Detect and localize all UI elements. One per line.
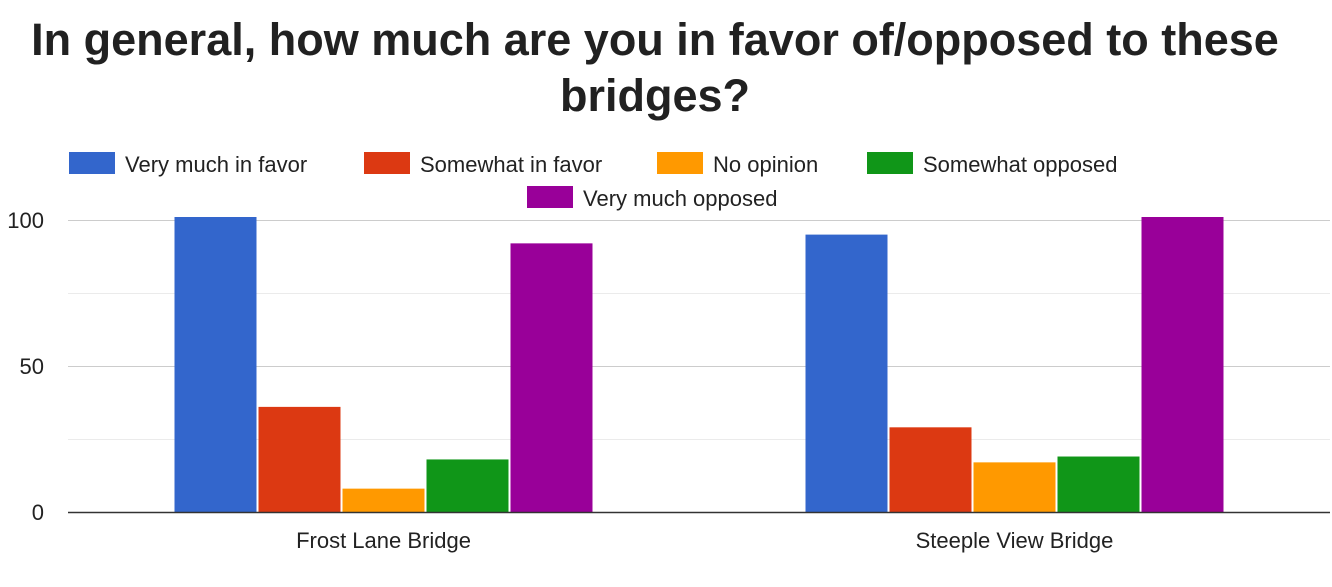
bar-no-opinion-2 (973, 462, 1056, 512)
axes: Frost Lane Bridge Steeple View Bridge 0 50 1… (7, 208, 1330, 553)
legend-swatch-very-much-opposed (527, 186, 573, 208)
legend-swatch-somewhat-opposed (867, 152, 913, 174)
legend-swatch-somewhat-in-favor (364, 152, 410, 174)
legend-swatch-very-much-in-favor (69, 152, 115, 174)
legend-swatch-no-opinion (657, 152, 703, 174)
bar-very-much-opposed-1 (510, 243, 593, 513)
legend-label-very-much-opposed: Very much opposed (583, 186, 777, 211)
y-tick-label: 50 (20, 354, 44, 379)
bar-somewhat-opposed-1 (426, 459, 509, 512)
legend-label-no-opinion: No opinion (713, 152, 818, 177)
bar-no-opinion-1 (342, 488, 425, 512)
bar-somewhat-in-favor-2 (889, 427, 972, 512)
bar-somewhat-opposed-2 (1057, 456, 1140, 512)
bar-very-much-in-favor-2 (805, 234, 888, 512)
x-tick-label: Steeple View Bridge (916, 528, 1114, 553)
x-tick-label: Frost Lane Bridge (296, 528, 471, 553)
y-tick-label: 0 (32, 500, 44, 525)
legend-label-somewhat-opposed: Somewhat opposed (923, 152, 1117, 177)
y-tick-label: 100 (7, 208, 44, 233)
legend: Very much in favor Somewhat in favor No op… (64, 145, 1330, 217)
bar-somewhat-in-favor-1 (258, 406, 341, 512)
legend-label-somewhat-in-favor: Somewhat in favor (420, 152, 602, 177)
bar-very-much-in-favor-1 (174, 176, 257, 512)
legend-label-very-much-in-favor: Very much in favor (125, 152, 307, 177)
chart-title: In general, how much are you in favor of… (31, 14, 1279, 121)
bar-very-much-opposed-2 (1141, 190, 1224, 513)
bars (174, 176, 1224, 513)
